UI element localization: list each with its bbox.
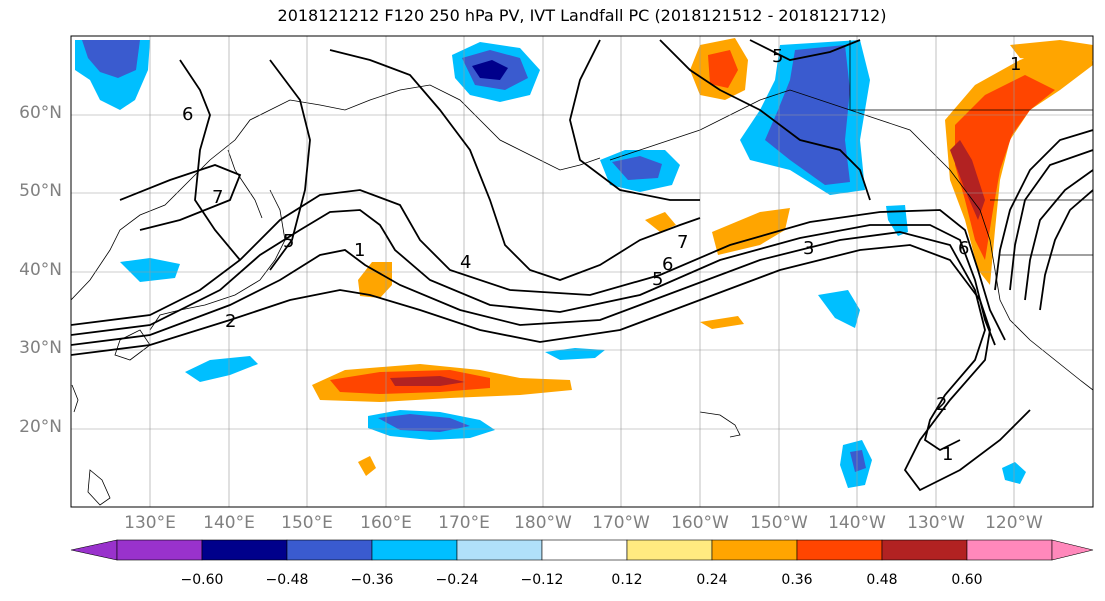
contour-label: 5 bbox=[772, 46, 783, 67]
contour-label: 4 bbox=[460, 252, 471, 273]
colorbar-tick-label: 0.36 bbox=[781, 572, 813, 588]
colorbar bbox=[70, 539, 1094, 561]
colorbar-extend-low bbox=[70, 539, 118, 561]
colorbar-tick-label: −0.24 bbox=[435, 572, 479, 588]
colorbar-segment bbox=[711, 539, 798, 561]
contour-label: 5 bbox=[652, 269, 663, 290]
colorbar-extend-high bbox=[1051, 539, 1094, 561]
lon-label: 130°W bbox=[907, 513, 965, 533]
pv-shading bbox=[75, 38, 1093, 488]
lon-label: 140°E bbox=[203, 513, 255, 533]
contour-label: 5 bbox=[283, 231, 294, 252]
lon-label: 120°W bbox=[985, 513, 1043, 533]
lat-label: 30°N bbox=[19, 338, 62, 358]
colorbar-segment bbox=[626, 539, 713, 561]
colorbar-tick-label: −0.36 bbox=[350, 572, 394, 588]
colorbar-tick-label: 0.48 bbox=[866, 572, 898, 588]
colorbar-segment bbox=[796, 539, 883, 561]
colorbar-segment bbox=[116, 539, 203, 561]
colorbar-segment bbox=[286, 539, 373, 561]
colorbar-tick-label: −0.48 bbox=[265, 572, 309, 588]
contour-label-group: 6 7 1 5 1 4 2 7 6 5 3 6 5 2 1 bbox=[182, 46, 1021, 465]
gridlines bbox=[71, 36, 1093, 507]
colorbar-tick-label: −0.12 bbox=[520, 572, 564, 588]
contour-label: 6 bbox=[182, 104, 193, 125]
contour-label: 3 bbox=[803, 238, 814, 259]
contour-label: 7 bbox=[212, 187, 223, 208]
colorbar-tick-label: −0.60 bbox=[180, 572, 224, 588]
lat-label: 40°N bbox=[19, 260, 62, 280]
lon-label: 170°W bbox=[592, 513, 650, 533]
contour-label: 1 bbox=[1010, 54, 1021, 75]
colorbar-tick-label: 0.12 bbox=[611, 572, 643, 588]
colorbar-segment bbox=[881, 539, 968, 561]
contour-label: 6 bbox=[662, 254, 673, 275]
colorbar-segment bbox=[371, 539, 458, 561]
lon-label: 150°E bbox=[281, 513, 333, 533]
lon-label: 170°E bbox=[438, 513, 490, 533]
lat-label: 20°N bbox=[19, 417, 62, 437]
lon-label: 160°E bbox=[360, 513, 412, 533]
colorbar-segment bbox=[456, 539, 543, 561]
contour-label: 7 bbox=[677, 232, 688, 253]
coastlines bbox=[71, 40, 1093, 506]
contour-label: 1 bbox=[354, 240, 365, 261]
lon-label: 180°W bbox=[514, 513, 572, 533]
contour-label: 6 bbox=[958, 238, 969, 259]
colorbar-segment bbox=[201, 539, 288, 561]
lon-label: 140°W bbox=[828, 513, 886, 533]
contour-label: 1 bbox=[942, 444, 953, 465]
lat-label: 50°N bbox=[19, 181, 62, 201]
lat-label: 60°N bbox=[19, 103, 62, 123]
colorbar-tick-label: 0.60 bbox=[951, 572, 983, 588]
colorbar-segment bbox=[541, 539, 628, 561]
colorbar-segment bbox=[966, 539, 1053, 561]
lon-label: 130°E bbox=[124, 513, 176, 533]
colorbar-tick-label: 0.24 bbox=[696, 572, 728, 588]
ivt-contours bbox=[71, 39, 1093, 492]
lon-label: 160°W bbox=[671, 513, 729, 533]
lon-label: 150°W bbox=[750, 513, 808, 533]
contour-label: 2 bbox=[225, 311, 236, 332]
chart-title: 2018121212 F120 250 hPa PV, IVT Landfall… bbox=[277, 6, 887, 25]
contour-label: 2 bbox=[936, 394, 947, 415]
map-frame bbox=[70, 35, 1094, 508]
